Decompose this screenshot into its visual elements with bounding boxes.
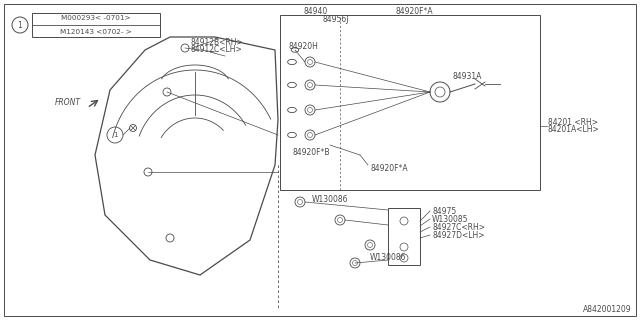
Text: 1: 1 (18, 20, 22, 29)
Text: 84201A<LH>: 84201A<LH> (548, 124, 600, 133)
Text: FRONT: FRONT (55, 98, 81, 107)
Text: W130086: W130086 (370, 253, 406, 262)
Bar (32, 13, 160, 37)
Text: 84956J: 84956J (322, 14, 349, 23)
Text: 84931A: 84931A (452, 71, 481, 81)
Text: 84920F*A: 84920F*A (395, 6, 433, 15)
Text: M000293< -0701>: M000293< -0701> (61, 15, 131, 21)
Text: 84912B<RH>: 84912B<RH> (190, 37, 243, 46)
Bar (280, 15, 540, 190)
Text: W130085: W130085 (432, 214, 468, 223)
Text: 1: 1 (113, 132, 117, 138)
Text: A842001209: A842001209 (584, 305, 632, 314)
Text: M120143 <0702- >: M120143 <0702- > (60, 29, 132, 35)
Text: 84912C<LH>: 84912C<LH> (190, 44, 242, 53)
Text: W130086: W130086 (312, 196, 349, 204)
Text: 84927C<RH>: 84927C<RH> (432, 222, 485, 231)
Text: 84201 <RH>: 84201 <RH> (548, 117, 598, 126)
Text: 84920F*A: 84920F*A (370, 164, 408, 172)
Text: 84920H: 84920H (288, 42, 318, 51)
Text: 84920F*B: 84920F*B (292, 148, 330, 156)
Text: 84927D<LH>: 84927D<LH> (432, 230, 484, 239)
Text: 84975: 84975 (432, 206, 456, 215)
Bar (388, 208, 420, 265)
Text: 84940: 84940 (303, 6, 327, 15)
